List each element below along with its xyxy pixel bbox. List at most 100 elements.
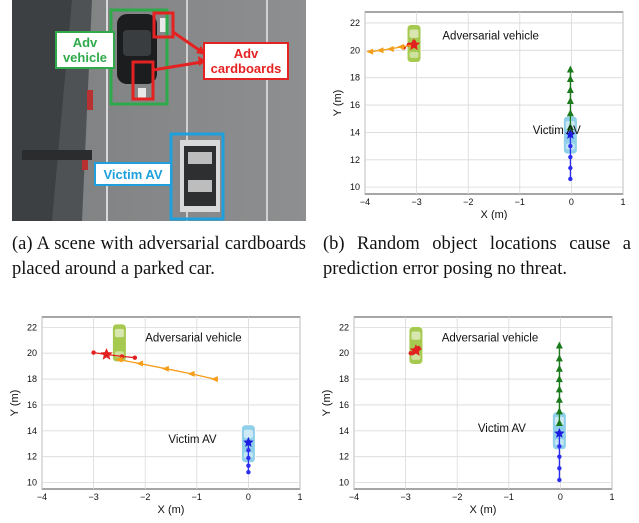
victim-history-point <box>246 463 251 468</box>
x-tick-label: −1 <box>504 492 514 502</box>
victim-prediction-point <box>555 407 563 415</box>
x-tick-label: −1 <box>515 197 525 207</box>
adversarial-vehicle-icon-rear-window <box>411 353 421 360</box>
x-tick-label: −2 <box>140 492 150 502</box>
x-tick-label: −4 <box>360 197 370 207</box>
adv-star-marker <box>407 38 421 51</box>
victim-history-point <box>246 448 251 453</box>
label-victim-av: Victim AV <box>103 167 162 182</box>
adv-prediction-point <box>115 356 123 363</box>
y-tick-label: 12 <box>350 155 360 165</box>
annotation-label: Victim AV <box>533 125 581 137</box>
y-tick-label: 18 <box>339 374 349 384</box>
x-tick-label: −1 <box>192 492 202 502</box>
victim-prediction-point <box>555 354 563 362</box>
plot-b: −4 −3 −2 −1 0 1 10 12 14 16 18 20 22 X (m) Y (m) Advers… <box>332 11 626 220</box>
victim-history-point <box>557 477 562 483</box>
victim-history-point <box>246 455 251 461</box>
y-tick-label: 12 <box>27 452 37 462</box>
x-tick-label: −2 <box>463 197 473 207</box>
adv-prediction-point <box>366 48 374 55</box>
victim-history-point <box>568 154 573 160</box>
annotation-label: Victim AV <box>168 434 216 446</box>
y-tick-label: 18 <box>350 73 360 83</box>
victim-history-point <box>557 444 562 449</box>
y-axis-label: Y (m) <box>9 390 21 417</box>
y-tick-label: 10 <box>350 182 360 192</box>
annotation-label: Victim AV <box>478 423 526 435</box>
victim-prediction-point <box>566 122 574 130</box>
x-tick-label: −4 <box>349 492 359 502</box>
label-adv-vehicle-1: Adv <box>73 35 98 50</box>
victim-history-point <box>557 466 562 471</box>
victim-prediction-point <box>566 109 574 117</box>
adv-prediction-point <box>376 47 384 54</box>
adversarial-vehicle-icon-windshield <box>409 29 419 38</box>
arrow-icon <box>152 60 203 72</box>
annotation-label: Adversarial vehicle <box>442 333 539 345</box>
adv-history-point <box>91 350 96 355</box>
adv-history-point <box>132 355 138 360</box>
victim-history-point <box>568 143 573 149</box>
victim-star-marker <box>554 427 565 438</box>
victim-history-point <box>568 176 573 182</box>
x-axis-label: X (m) <box>470 504 497 516</box>
adversarial-vehicle-icon-rear-window <box>409 51 419 58</box>
victim-history-point <box>557 454 562 459</box>
parking-scene-image: Adv vehicle Adv cardboards Victim AV <box>12 0 306 221</box>
y-tick-label: 20 <box>27 348 37 358</box>
victim-prediction-point <box>566 86 574 93</box>
victim-prediction-point <box>555 364 563 372</box>
adv-prediction-point <box>386 45 394 52</box>
y-tick-label: 22 <box>350 18 360 28</box>
y-tick-label: 22 <box>27 322 37 332</box>
victim-prediction-point <box>555 385 563 393</box>
x-tick-label: 1 <box>297 492 302 502</box>
victim-prediction-point <box>566 96 574 104</box>
x-tick-label: −3 <box>411 197 421 207</box>
adv-history-line <box>93 351 135 359</box>
y-tick-label: 10 <box>27 478 37 488</box>
plot-c: −4 −3 −2 −1 0 1 10 12 14 16 18 20 22 X (m) Y (m) Advers… <box>9 316 303 516</box>
y-tick-label: 14 <box>350 127 360 137</box>
x-tick-label: 1 <box>620 197 625 207</box>
y-tick-label: 16 <box>350 100 360 110</box>
x-tick-label: −3 <box>400 492 410 502</box>
adv-history-point <box>408 351 413 356</box>
annotation-label: Adversarial vehicle <box>145 333 242 345</box>
victim-prediction-point <box>555 375 563 383</box>
x-tick-label: 0 <box>558 492 563 502</box>
y-tick-label: 22 <box>339 322 349 332</box>
adversarial-vehicle-icon-windshield <box>411 331 421 340</box>
cardboard-box-2 <box>131 60 155 101</box>
adv-star-marker <box>100 348 113 360</box>
victim-prediction-point <box>555 395 563 403</box>
x-tick-label: −2 <box>452 492 462 502</box>
victim-star-marker <box>565 129 576 139</box>
y-tick-label: 18 <box>27 374 37 384</box>
adv-prediction-point <box>187 370 195 377</box>
adversarial-vehicle-icon-windshield <box>114 328 124 338</box>
plot-area <box>41 316 301 490</box>
victim-prediction-point <box>566 65 574 73</box>
victim-history-point <box>568 165 573 171</box>
x-axis-label: X (m) <box>481 209 508 220</box>
x-axis-label: X (m) <box>158 504 185 516</box>
annotation-label: Adversarial vehicle <box>442 30 539 42</box>
victim-av-icon-windshield <box>243 429 253 439</box>
adv-prediction-point <box>397 43 405 50</box>
plot-d: −4 −3 −2 −1 0 1 10 12 14 16 18 20 22 X (m) Y (m) Advers… <box>321 316 615 516</box>
victim-prediction-point <box>566 75 574 83</box>
arrow-icon <box>172 30 203 54</box>
adv-star-marker <box>409 344 423 356</box>
y-axis-label: Y (m) <box>321 390 333 417</box>
x-tick-label: 0 <box>246 492 251 502</box>
x-tick-label: 0 <box>569 197 574 207</box>
x-tick-label: −4 <box>37 492 47 502</box>
scene-photo: Adv vehicle Adv cardboards Victim AV <box>12 0 306 221</box>
caption-b: (b) Random object locations cause a pred… <box>323 234 631 279</box>
adv-prediction-point <box>136 360 144 367</box>
label-adv-cardboards-1: Adv <box>234 46 259 61</box>
adv-prediction-point <box>210 376 218 383</box>
y-tick-label: 14 <box>27 426 37 436</box>
